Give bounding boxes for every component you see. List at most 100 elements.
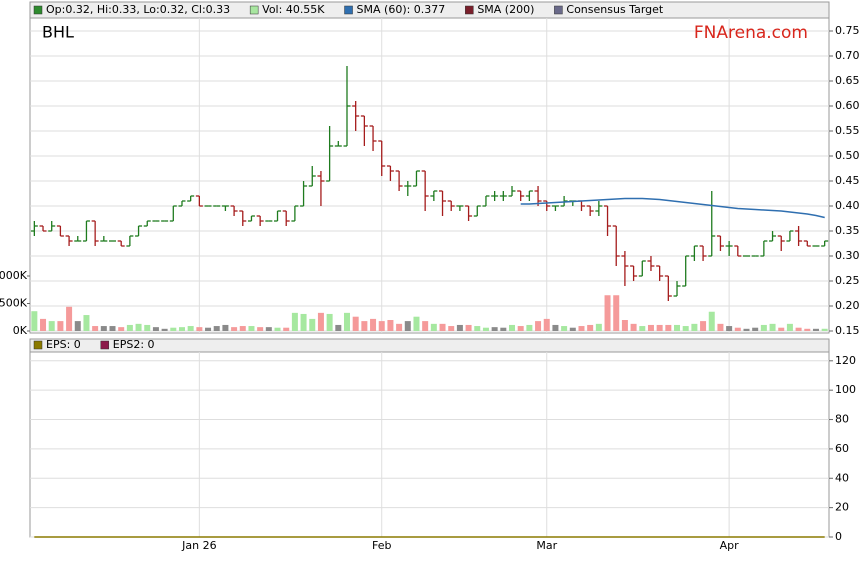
y-tick-label: 0.70 bbox=[835, 49, 859, 62]
volume-bar bbox=[92, 326, 99, 331]
volume-bar bbox=[83, 315, 90, 331]
volume-bar bbox=[647, 324, 654, 331]
volume-bar bbox=[804, 328, 811, 331]
volume-bar bbox=[621, 319, 628, 331]
volume-bar bbox=[552, 324, 559, 331]
volume-bar bbox=[812, 328, 819, 331]
volume-bar bbox=[257, 327, 264, 331]
volume-bar bbox=[161, 328, 168, 331]
y-tick-label: 80 bbox=[835, 413, 849, 426]
volume-bar bbox=[387, 319, 394, 331]
y-tick-label: 0.60 bbox=[835, 99, 859, 112]
legend-swatch bbox=[465, 5, 474, 15]
legend-swatch bbox=[33, 5, 43, 15]
y-tick-label: 0.40 bbox=[835, 199, 859, 212]
volume-bar bbox=[430, 323, 437, 331]
volume-bar bbox=[126, 324, 133, 331]
volume-bar bbox=[300, 313, 307, 331]
volume-bar bbox=[413, 316, 420, 331]
volume-bar bbox=[630, 323, 637, 331]
volume-bar bbox=[743, 328, 750, 331]
volume-bar bbox=[370, 318, 377, 331]
volume-bar bbox=[343, 312, 350, 331]
legend-swatch bbox=[100, 340, 110, 350]
y-tick-label: 0.15 bbox=[835, 324, 859, 337]
volume-bar bbox=[187, 326, 194, 331]
volume-bar bbox=[222, 324, 229, 331]
volume-bar bbox=[526, 324, 533, 331]
volume-bar bbox=[665, 324, 672, 331]
volume-bar bbox=[74, 321, 81, 331]
volume-bar bbox=[317, 312, 324, 331]
volume-bar bbox=[561, 326, 568, 331]
y-tick-label: 0.20 bbox=[835, 299, 859, 312]
y-tick-label: 0.45 bbox=[835, 174, 859, 187]
volume-bar bbox=[639, 326, 646, 331]
volume-bar bbox=[283, 327, 290, 331]
volume-bar bbox=[500, 327, 507, 331]
legend-label: EPS2: 0 bbox=[113, 338, 155, 351]
x-tick-label: Jan 26 bbox=[181, 539, 216, 552]
volume-bar bbox=[517, 326, 524, 331]
volume-bar bbox=[569, 327, 576, 331]
legend-label: Op:0.32, Hi:0.33, Lo:0.32, Cl:0.33 bbox=[46, 3, 230, 16]
volume-bar bbox=[274, 327, 281, 331]
volume-bar bbox=[422, 321, 429, 331]
volume-bar bbox=[691, 323, 698, 331]
volume-bar bbox=[239, 326, 246, 331]
volume-bar bbox=[291, 312, 298, 331]
volume-bar bbox=[474, 326, 481, 331]
legend-label: Vol: 40.55K bbox=[262, 3, 325, 16]
watermark: FNArena.com bbox=[694, 23, 808, 43]
legend-label: SMA (60): 0.377 bbox=[357, 3, 446, 16]
volume-bar bbox=[726, 326, 733, 331]
volume-bar bbox=[66, 306, 73, 331]
y-tick-label: 0.55 bbox=[835, 124, 859, 137]
volume-bar bbox=[482, 327, 489, 331]
volume-bar bbox=[48, 321, 55, 331]
volume-bar bbox=[717, 323, 724, 331]
volume-bar bbox=[795, 327, 802, 331]
volume-bar bbox=[752, 327, 759, 331]
y-tick-label: 0.65 bbox=[835, 74, 859, 87]
volume-bar bbox=[535, 321, 542, 331]
legend-swatch bbox=[33, 340, 43, 350]
volume-tick-label: 500K bbox=[0, 296, 28, 309]
legend-swatch bbox=[554, 5, 563, 15]
volume-bar bbox=[352, 316, 359, 331]
y-tick-label: 0.50 bbox=[835, 149, 859, 162]
volume-tick-label: 0K bbox=[13, 324, 28, 337]
volume-bar bbox=[613, 295, 620, 331]
series-line bbox=[520, 197, 825, 219]
y-tick-label: 0.35 bbox=[835, 224, 859, 237]
volume-bar bbox=[248, 326, 255, 331]
volume-bar bbox=[135, 323, 142, 331]
volume-bar bbox=[760, 324, 767, 331]
volume-bar bbox=[178, 327, 185, 331]
volume-bar bbox=[786, 323, 793, 331]
volume-bar bbox=[491, 327, 498, 331]
legend-label: Consensus Target bbox=[566, 3, 664, 16]
volume-bar bbox=[595, 323, 602, 331]
marks bbox=[30, 66, 829, 538]
volume-bar bbox=[465, 324, 472, 331]
volume-bar bbox=[682, 326, 689, 331]
x-tick-label: Apr bbox=[720, 539, 740, 552]
y-tick-label: 40 bbox=[835, 471, 849, 484]
volume-bar bbox=[821, 328, 828, 331]
volume-bar bbox=[734, 327, 741, 331]
chart-title: BHL bbox=[42, 23, 74, 42]
volume-bar bbox=[118, 327, 125, 331]
volume-bar bbox=[265, 327, 272, 331]
volume-bar bbox=[404, 321, 411, 331]
volume-bar bbox=[57, 321, 64, 331]
y-tick-label: 20 bbox=[835, 501, 849, 514]
volume-bar bbox=[326, 313, 333, 331]
volume-bar bbox=[335, 324, 342, 331]
legend-swatch bbox=[344, 5, 353, 15]
y-tick-label: 100 bbox=[835, 383, 856, 396]
volume-bar bbox=[309, 318, 316, 331]
y-tick-label: 0.25 bbox=[835, 274, 859, 287]
legend-swatch bbox=[249, 5, 259, 15]
volume-bar bbox=[40, 318, 47, 331]
